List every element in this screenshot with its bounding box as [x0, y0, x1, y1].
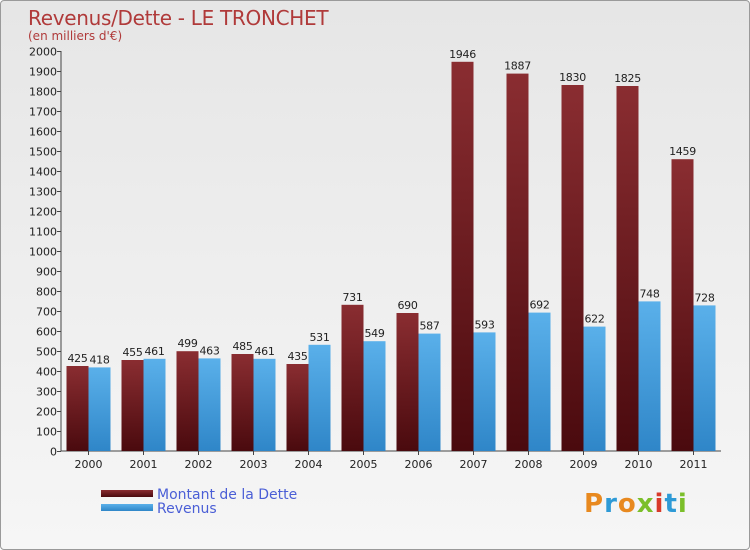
bar-debt	[396, 313, 419, 451]
y-tick-label: 1300	[29, 186, 57, 199]
x-tick-label: 2002	[185, 458, 213, 471]
logo-letter: i	[654, 489, 665, 519]
y-tick-label: 700	[36, 306, 57, 319]
bar-revenue	[363, 341, 386, 451]
data-label-debt: 1825	[614, 72, 641, 85]
logo-letter: i	[677, 489, 688, 519]
proxiti-logo: Proxiti	[584, 489, 688, 519]
bar-debt	[66, 366, 89, 451]
bar-revenue	[253, 358, 276, 451]
y-tick-label: 1100	[29, 226, 57, 239]
bar-debt	[231, 354, 254, 451]
y-tick-label: 900	[36, 266, 57, 279]
bar-debt	[341, 304, 364, 451]
data-label-debt: 1459	[669, 145, 696, 158]
x-tick-label: 2005	[350, 458, 378, 471]
y-tick-label: 200	[36, 406, 57, 419]
legend-label-revenue: Revenus	[157, 501, 217, 517]
chart-subtitle: (en milliers d'€)	[28, 29, 123, 43]
logo-letter: P	[584, 489, 605, 519]
data-label-revenue: 593	[474, 318, 494, 331]
data-label-debt: 1887	[504, 60, 531, 73]
y-tick-label: 1600	[29, 126, 57, 139]
bar-debt	[121, 360, 144, 451]
x-tick-label: 2010	[625, 458, 653, 471]
legend-swatch-debt	[101, 490, 153, 497]
y-tick-label: 1200	[29, 206, 57, 219]
data-label-debt: 731	[342, 291, 362, 304]
bar-revenue	[418, 333, 441, 451]
data-label-revenue: 461	[254, 345, 274, 358]
bar-debt	[176, 351, 199, 451]
bar-revenue	[473, 332, 496, 451]
data-label-debt: 499	[177, 337, 197, 350]
x-tick-label: 2003	[240, 458, 268, 471]
bar-debt	[561, 85, 584, 451]
bar-debt	[671, 159, 694, 451]
logo-letter: x	[636, 489, 655, 519]
data-label-revenue: 531	[309, 331, 329, 344]
chart-title: Revenus/Dette - LE TRONCHET	[28, 6, 329, 30]
data-label-revenue: 461	[144, 345, 164, 358]
y-tick-label: 1000	[29, 246, 57, 259]
y-tick-label: 1700	[29, 106, 57, 119]
data-label-revenue: 748	[639, 287, 659, 300]
logo-letter: o	[617, 489, 637, 519]
data-label-debt: 455	[122, 346, 142, 359]
data-label-debt: 1830	[559, 71, 586, 84]
data-label-revenue: 549	[364, 327, 384, 340]
y-tick-label: 1800	[29, 86, 57, 99]
bar-debt	[286, 364, 309, 451]
x-tick-label: 2011	[680, 458, 708, 471]
y-tick-label: 1900	[29, 66, 57, 79]
y-tick-label: 300	[36, 386, 57, 399]
x-tick-label: 2008	[515, 458, 543, 471]
bar-revenue	[308, 344, 331, 451]
y-tick-label: 1400	[29, 166, 57, 179]
y-tick-label: 400	[36, 366, 57, 379]
data-label-debt: 435	[287, 350, 307, 363]
logo-letter: r	[604, 489, 618, 519]
y-tick-label: 0	[50, 446, 57, 459]
data-label-revenue: 692	[529, 299, 549, 312]
x-tick-label: 2007	[460, 458, 488, 471]
x-tick-label: 2000	[75, 458, 103, 471]
data-label-revenue: 587	[419, 320, 439, 333]
x-tick-label: 2004	[295, 458, 323, 471]
bar-debt	[616, 86, 639, 451]
data-label-debt: 485	[232, 340, 252, 353]
bar-revenue	[143, 358, 166, 451]
bar-revenue	[198, 358, 221, 451]
y-tick-label: 600	[36, 326, 57, 339]
x-tick-label: 2001	[130, 458, 158, 471]
x-tick-label: 2009	[570, 458, 598, 471]
bar-revenue	[583, 326, 606, 451]
bar-debt	[451, 61, 474, 452]
bar-revenue	[693, 305, 716, 451]
bar-revenue	[528, 312, 551, 451]
data-label-debt: 690	[397, 299, 417, 312]
y-tick-label: 800	[36, 286, 57, 299]
data-label-revenue: 728	[694, 291, 714, 304]
y-tick-label: 100	[36, 426, 57, 439]
x-tick-label: 2006	[405, 458, 433, 471]
data-label-debt: 425	[67, 352, 87, 365]
bar-revenue	[88, 367, 111, 451]
y-tick-label: 500	[36, 346, 57, 359]
data-label-revenue: 622	[584, 313, 604, 326]
data-label-revenue: 463	[199, 344, 219, 357]
logo-letter: t	[664, 489, 678, 519]
legend-swatch-revenue	[101, 504, 153, 511]
bar-debt	[506, 73, 529, 451]
legend-label-debt: Montant de la Dette	[157, 487, 298, 503]
y-tick-label: 1500	[29, 146, 57, 159]
data-label-revenue: 418	[89, 353, 109, 366]
bar-revenue	[638, 301, 661, 451]
y-tick-label: 2000	[29, 46, 57, 59]
data-label-debt: 1946	[449, 48, 476, 61]
